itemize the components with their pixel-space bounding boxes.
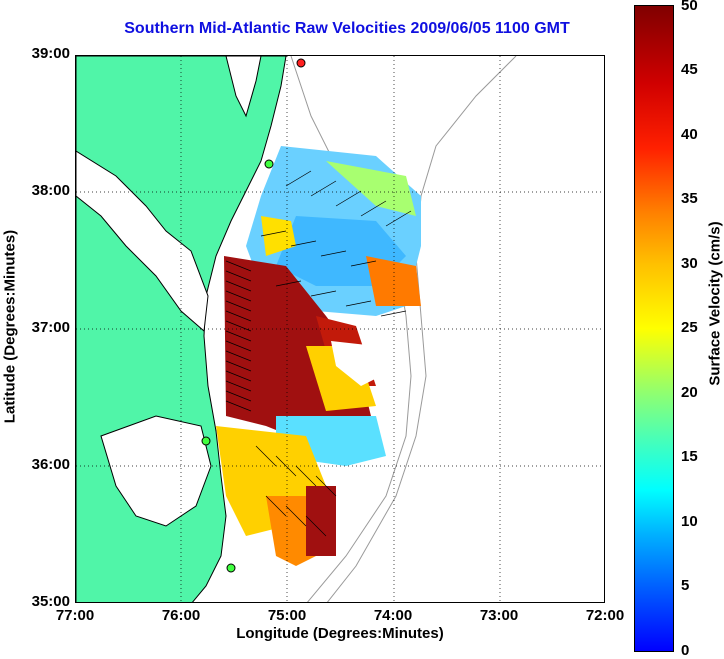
colorbar-tick: 35	[681, 190, 698, 207]
y-axis-label: Latitude (Degrees:Minutes)	[1, 229, 19, 424]
x-axis-label: Longitude (Degrees:Minutes)	[236, 625, 444, 642]
chesapeake-bay	[76, 150, 209, 333]
colorbar-label: Surface Velocity (cm/s)	[706, 221, 724, 386]
bathymetry-contour-outer	[326, 56, 517, 602]
y-tick: 38:00	[31, 182, 70, 199]
map-canvas	[76, 56, 604, 602]
colorbar-tick: 10	[681, 513, 698, 530]
x-tick: 73:00	[479, 607, 519, 624]
bathymetry-contour	[290, 56, 412, 602]
delaware-bay	[225, 56, 262, 118]
x-tick: 74:00	[373, 607, 413, 624]
x-tick: 76:00	[161, 607, 201, 624]
map-title: Southern Mid-Atlantic Raw Velocities 200…	[124, 20, 570, 37]
x-tick: 77:00	[55, 607, 95, 624]
colorbar-tick: 50	[681, 0, 698, 14]
colorbar-tick: 45	[681, 61, 698, 78]
y-tick: 35:00	[31, 593, 70, 610]
colorbar	[634, 5, 674, 652]
colorbar-tick: 25	[681, 319, 698, 336]
vector-field	[225, 170, 412, 537]
velocity-field	[216, 146, 421, 566]
x-tick: 72:00	[585, 607, 625, 624]
colorbar-tick: 40	[681, 126, 698, 143]
y-tick: 39:00	[31, 45, 70, 62]
y-tick: 36:00	[31, 456, 70, 473]
station-marker	[226, 563, 236, 573]
station-marker	[201, 436, 211, 446]
grid	[76, 56, 604, 602]
x-tick: 75:00	[267, 607, 307, 624]
colorbar-tick: 0	[681, 642, 690, 659]
y-tick: 37:00	[31, 319, 70, 336]
station-marker	[264, 159, 274, 169]
colorbar-tick: 5	[681, 577, 690, 594]
sound-waters	[100, 415, 212, 527]
colorbar-tick: 20	[681, 384, 698, 401]
colorbar-tick: 30	[681, 255, 698, 272]
colorbar-tick: 15	[681, 448, 698, 465]
station-marker	[296, 58, 306, 68]
velocity-map	[75, 55, 605, 603]
